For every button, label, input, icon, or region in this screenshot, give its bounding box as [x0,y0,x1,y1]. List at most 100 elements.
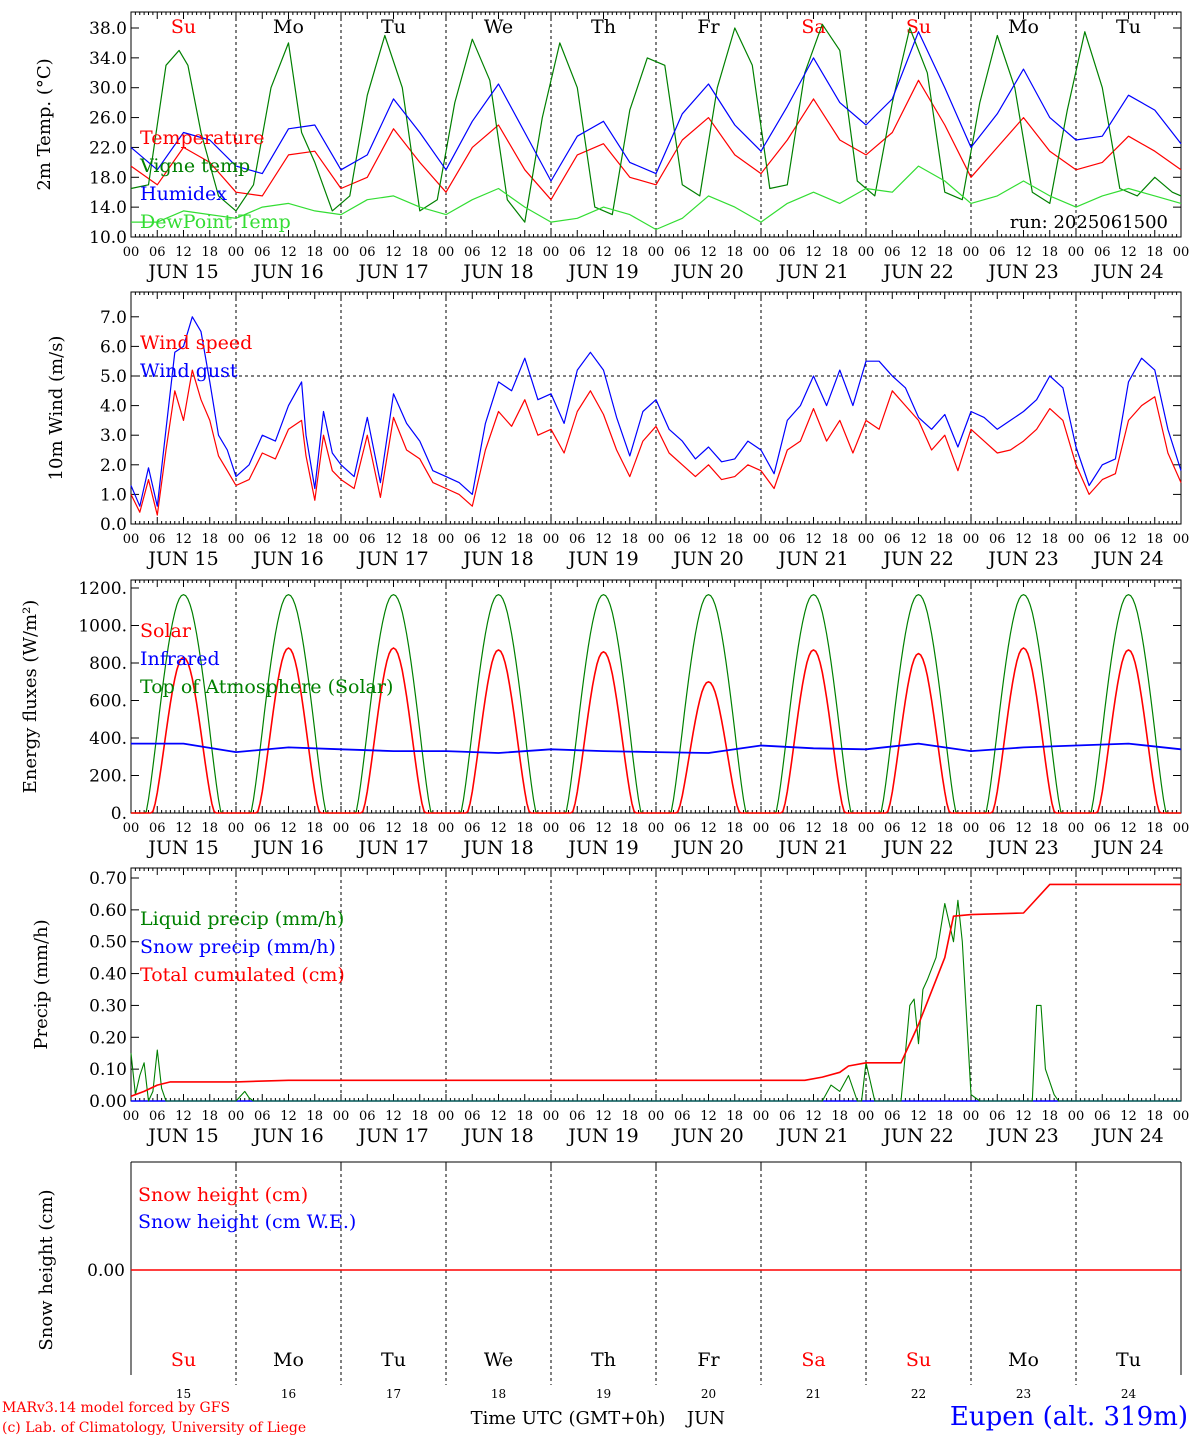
y-axis-label: Precip (mm/h) [31,919,52,1049]
credit-line-2: (c) Lab. of Climatology, University of L… [2,1420,307,1436]
y-tick-label: 1200. [78,579,127,599]
hour-tick-label: 18 [1041,532,1058,547]
day-date-label: JUN 17 [356,1125,428,1147]
legend-entry: Solar [140,620,192,642]
series-line-temperature [130,79,1182,201]
y-tick-label: 38.0 [89,19,127,39]
run-label: run: 2025061500 [1010,212,1168,233]
day-date-label: JUN 21 [776,1125,848,1147]
hour-tick-label: 18 [516,821,533,836]
hour-tick-label: 06 [1094,532,1111,547]
legend-entry: Vigne temp [139,155,250,177]
hour-tick-label: 12 [385,245,402,260]
series-line-dewpoint-temp [131,165,1182,231]
day-date-label: JUN 17 [356,837,428,859]
day-abbr-label: Mo [273,1349,304,1371]
y-tick-label: 26.0 [89,109,127,129]
day-date-label: JUN 15 [146,837,218,859]
hour-tick-label: 06 [149,821,166,836]
hour-tick-label: 18 [201,245,218,260]
y-axis-label: 10m Wind (m/s) [46,336,67,481]
hour-tick-label: 12 [700,532,717,547]
hour-tick-label: 12 [595,245,612,260]
hour-tick-label: 12 [805,1109,822,1124]
hour-tick-label: 18 [936,532,953,547]
day-date-label: JUN 22 [881,837,953,859]
legend-entry: Snow height (cm) [138,1184,308,1206]
hour-tick-label: 18 [621,245,638,260]
hour-tick-label: 12 [1015,1109,1032,1124]
hour-tick-label: 18 [1146,821,1163,836]
hour-tick-label: 00 [753,1109,770,1124]
series-line-liquid-precip-mm-h- [130,899,1181,1102]
y-tick-label: 0.20 [89,1028,127,1048]
series-line-solar [131,647,1181,814]
day-date-label: JUN 19 [566,1125,638,1147]
hour-tick-label: 12 [490,532,507,547]
hour-tick-label: 06 [464,821,481,836]
hour-tick-label: 00 [648,1109,665,1124]
hour-tick-label: 06 [779,821,796,836]
legend-entry: Liquid precip (mm/h) [140,908,344,930]
y-tick-label: 800. [89,654,127,674]
hour-tick-label: 00 [333,245,350,260]
hour-tick-label: 00 [228,245,245,260]
hour-tick-label: 00 [123,532,140,547]
hour-tick-label: 00 [438,532,455,547]
hour-tick-label: 12 [490,245,507,260]
hour-tick-label: 12 [700,1109,717,1124]
hour-tick-label: 00 [123,245,140,260]
day-number-label: 15 [176,1387,191,1401]
day-date-label: JUN 17 [356,548,428,570]
day-date-label: JUN 15 [146,1125,218,1147]
day-date-label: JUN 18 [461,1125,533,1147]
day-date-label: JUN 24 [1091,837,1163,859]
y-axis-label: Snow height (cm) [36,1189,57,1350]
hour-tick-label: 18 [411,532,428,547]
day-date-label: JUN 17 [356,261,428,283]
day-date-label: JUN 16 [251,548,323,570]
day-abbr-label: Tu [1116,1349,1141,1371]
day-number-label: 16 [281,1387,296,1401]
hour-tick-label: 00 [123,821,140,836]
hour-tick-label: 12 [595,532,612,547]
hour-tick-label: 12 [280,532,297,547]
hour-tick-label: 12 [1120,245,1137,260]
hour-tick-label: 12 [1015,245,1032,260]
day-date-label: JUN 16 [251,837,323,859]
day-abbr-label: Tu [381,1349,406,1371]
series-line-wind-speed [130,369,1182,516]
day-abbr-label: Tu [381,16,406,38]
hour-tick-label: 18 [831,245,848,260]
y-tick-label: 10.0 [89,228,127,248]
hour-tick-label: 00 [543,245,560,260]
y-tick-label: 4.0 [100,397,127,417]
hour-tick-label: 18 [1041,245,1058,260]
hour-tick-label: 06 [884,821,901,836]
hour-tick-label: 00 [753,532,770,547]
hour-tick-label: 06 [464,532,481,547]
y-tick-label: 1.0 [100,485,127,505]
hour-tick-label: 18 [306,245,323,260]
series-line-wind-gust [130,316,1182,507]
hour-tick-label: 18 [1146,532,1163,547]
hour-tick-label: 06 [884,532,901,547]
hour-tick-label: 00 [1068,821,1085,836]
day-date-label: JUN 18 [461,548,533,570]
station-label: Eupen (alt. 319m) [949,1402,1188,1432]
legend-entry: Infrared [140,648,220,670]
hour-tick-label: 00 [648,821,665,836]
hour-tick-label: 06 [674,532,691,547]
day-abbr-label: Sa [801,16,825,38]
series-line-humidex [130,31,1182,182]
hour-tick-label: 00 [228,1109,245,1124]
hour-tick-label: 18 [1146,1109,1163,1124]
day-abbr-label: Th [591,1349,616,1371]
hour-tick-label: 00 [753,821,770,836]
hour-tick-label: 00 [228,821,245,836]
hour-tick-label: 18 [936,1109,953,1124]
hour-tick-label: 06 [359,245,376,260]
month-label: JUN [685,1408,725,1429]
hour-tick-label: 06 [884,245,901,260]
